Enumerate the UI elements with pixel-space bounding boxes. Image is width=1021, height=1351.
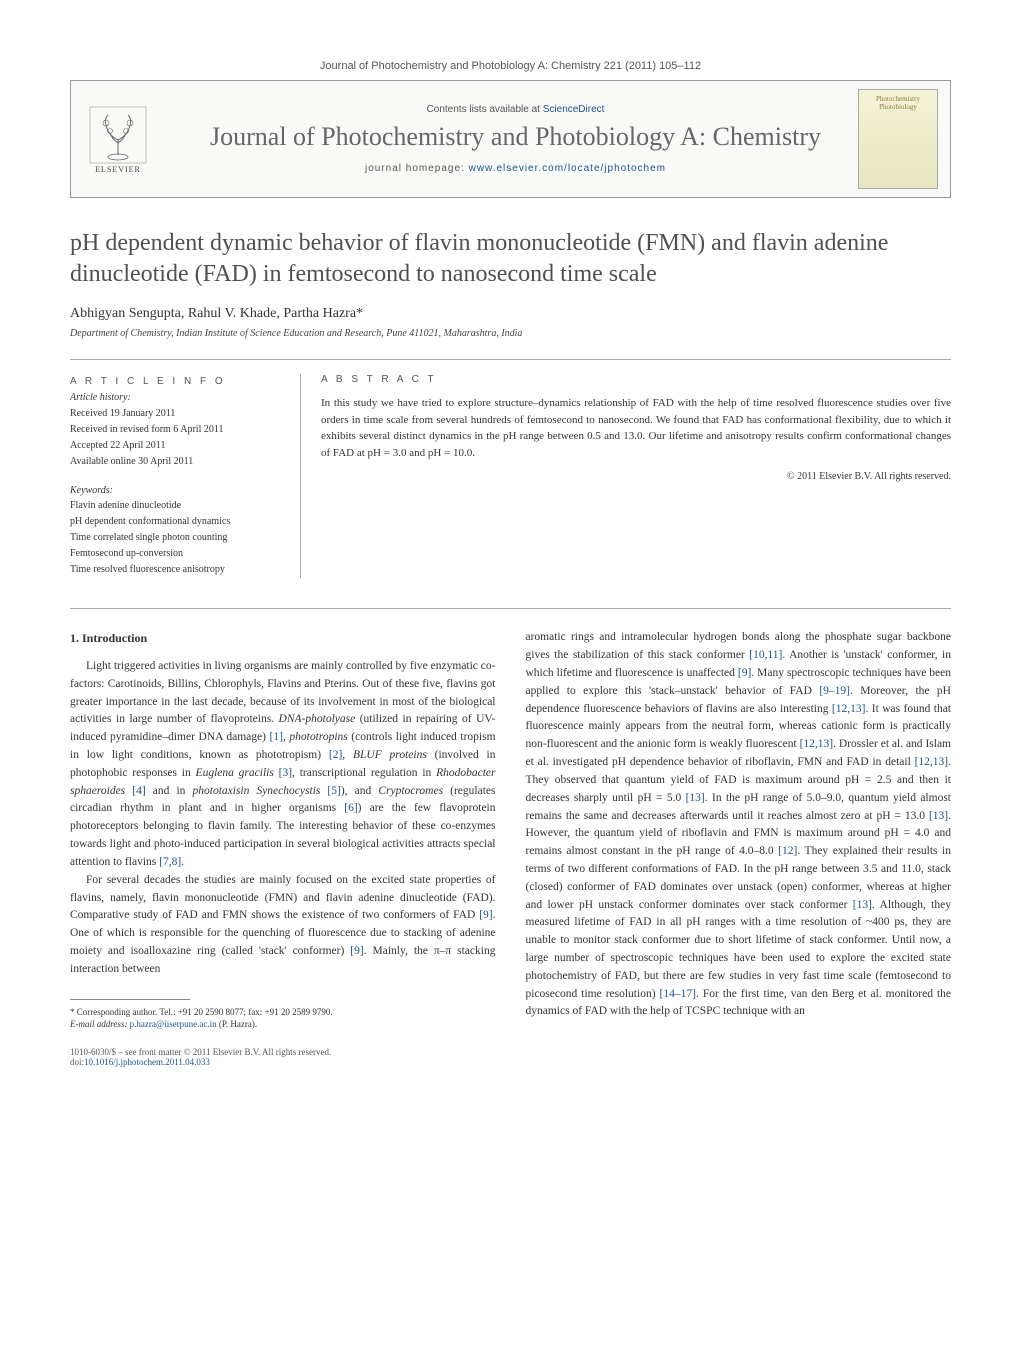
footnote-separator — [70, 999, 190, 1000]
article-info-heading: A R T I C L E I N F O — [70, 374, 280, 389]
keyword-5: Time resolved fluorescence anisotropy — [70, 562, 280, 577]
abstract-text: In this study we have tried to explore s… — [321, 395, 951, 461]
header-center: Contents lists available at ScienceDirec… — [173, 104, 858, 173]
abstract-block: A B S T R A C T In this study we have tr… — [300, 374, 951, 578]
left-column: 1. Introduction Light triggered activiti… — [70, 629, 496, 1030]
email-label: E-mail address: — [70, 1019, 130, 1029]
running-header: Journal of Photochemistry and Photobiolo… — [70, 60, 951, 72]
article-info-block: A R T I C L E I N F O Article history: R… — [70, 374, 300, 578]
received-date: Received 19 January 2011 — [70, 406, 280, 421]
doi-link[interactable]: 10.1016/j.jphotochem.2011.04.033 — [84, 1057, 210, 1067]
email-footnote: E-mail address: p.hazra@iiserpune.ac.in … — [70, 1018, 496, 1031]
email-suffix: (P. Hazra). — [217, 1019, 257, 1029]
authors: Abhigyan Sengupta, Rahul V. Khade, Parth… — [70, 306, 951, 322]
col1-para1: Light triggered activities in living org… — [70, 658, 496, 872]
homepage-link[interactable]: www.elsevier.com/locate/jphotochem — [469, 163, 666, 174]
contents-prefix: Contents lists available at — [427, 104, 543, 115]
corresponding-author-footnote: * Corresponding author. Tel.: +91 20 259… — [70, 1006, 496, 1019]
keyword-3: Time correlated single photon counting — [70, 530, 280, 545]
journal-name: Journal of Photochemistry and Photobiolo… — [173, 121, 858, 152]
homepage-line: journal homepage: www.elsevier.com/locat… — [173, 163, 858, 174]
page-footer: 1010-6030/$ – see front matter © 2011 El… — [70, 1047, 951, 1067]
email-link[interactable]: p.hazra@iiserpune.ac.in — [130, 1019, 217, 1029]
abstract-heading: A B S T R A C T — [321, 374, 951, 385]
accepted-date: Accepted 22 April 2011 — [70, 438, 280, 453]
keywords-label: Keywords: — [70, 483, 280, 498]
keyword-2: pH dependent conformational dynamics — [70, 514, 280, 529]
article-meta-section: A R T I C L E I N F O Article history: R… — [70, 359, 951, 578]
journal-cover-thumbnail: Photochemistry Photobiology — [858, 89, 938, 189]
journal-header-box: ELSEVIER Contents lists available at Sci… — [70, 80, 951, 198]
contents-available-line: Contents lists available at ScienceDirec… — [173, 104, 858, 115]
right-column: aromatic rings and intramolecular hydrog… — [526, 629, 952, 1030]
elsevier-tree-icon — [88, 105, 148, 165]
abstract-copyright: © 2011 Elsevier B.V. All rights reserved… — [321, 471, 951, 482]
revised-date: Received in revised form 6 April 2011 — [70, 422, 280, 437]
online-date: Available online 30 April 2011 — [70, 454, 280, 469]
issn-line: 1010-6030/$ – see front matter © 2011 El… — [70, 1047, 951, 1057]
section-1-heading: 1. Introduction — [70, 629, 496, 648]
cover-line2: Photobiology — [879, 104, 917, 112]
elsevier-logo: ELSEVIER — [83, 99, 153, 179]
homepage-prefix: journal homepage: — [365, 163, 469, 174]
body-columns: 1. Introduction Light triggered activiti… — [70, 608, 951, 1030]
affiliation: Department of Chemistry, Indian Institut… — [70, 328, 951, 339]
sciencedirect-link[interactable]: ScienceDirect — [543, 104, 605, 115]
doi-label: doi: — [70, 1057, 84, 1067]
article-title: pH dependent dynamic behavior of flavin … — [70, 228, 951, 290]
col2-para1: aromatic rings and intramolecular hydrog… — [526, 629, 952, 1021]
doi-line: doi:10.1016/j.jphotochem.2011.04.033 — [70, 1057, 951, 1067]
col1-para2: For several decades the studies are main… — [70, 872, 496, 979]
keyword-4: Femtosecond up-conversion — [70, 546, 280, 561]
history-label: Article history: — [70, 390, 280, 405]
elsevier-label: ELSEVIER — [95, 165, 141, 174]
keyword-1: Flavin adenine dinucleotide — [70, 498, 280, 513]
